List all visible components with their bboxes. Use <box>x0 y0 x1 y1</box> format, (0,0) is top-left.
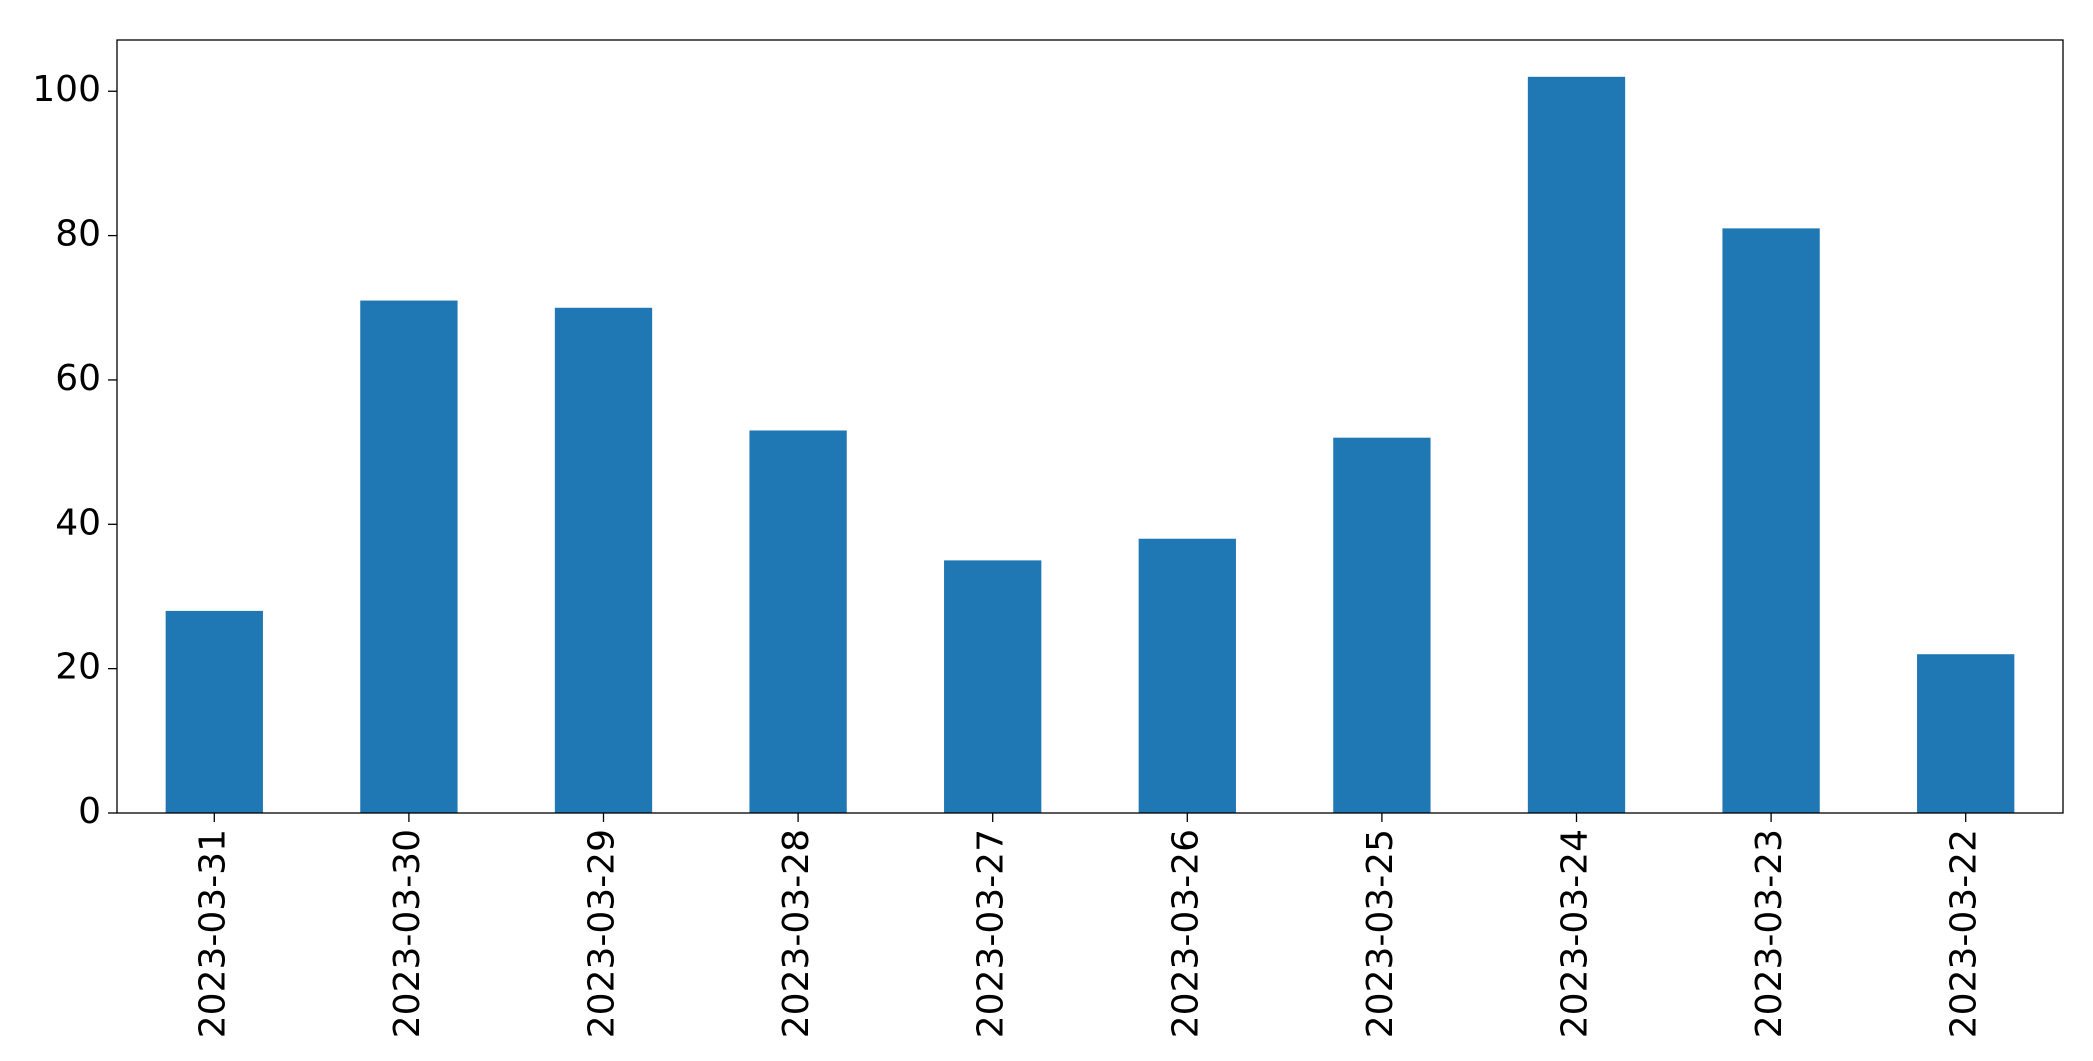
bar <box>944 560 1042 813</box>
x-tick-label: 2023-03-29 <box>582 829 623 1038</box>
x-tick-label: 2023-03-25 <box>1360 829 1401 1038</box>
x-tick-label: 2023-03-24 <box>1555 829 1596 1038</box>
x-tick-label: 2023-03-30 <box>387 829 428 1038</box>
x-tick-label: 2023-03-31 <box>192 829 233 1038</box>
bar <box>360 300 458 813</box>
x-tick-label: 2023-03-22 <box>1944 829 1985 1038</box>
x-tick-label: 2023-03-27 <box>971 829 1012 1038</box>
x-tick-label: 2023-03-26 <box>1165 829 1206 1038</box>
bar <box>1917 654 2015 813</box>
plot-frame <box>116 39 2064 814</box>
y-tick-label: 20 <box>55 647 101 688</box>
y-tick-label: 0 <box>78 791 101 832</box>
y-tick-label: 60 <box>55 358 101 399</box>
y-tick-label: 40 <box>55 502 101 543</box>
bar <box>554 307 653 813</box>
bar <box>749 430 847 813</box>
bar <box>1138 538 1236 813</box>
bar <box>1722 228 1820 813</box>
x-tick-label: 2023-03-23 <box>1749 829 1790 1038</box>
y-tick-label: 100 <box>32 69 101 110</box>
bar <box>165 610 263 813</box>
bar <box>1527 76 1626 814</box>
bar <box>1333 437 1431 813</box>
y-tick-label: 80 <box>55 214 101 255</box>
x-tick-label: 2023-03-28 <box>776 829 817 1038</box>
